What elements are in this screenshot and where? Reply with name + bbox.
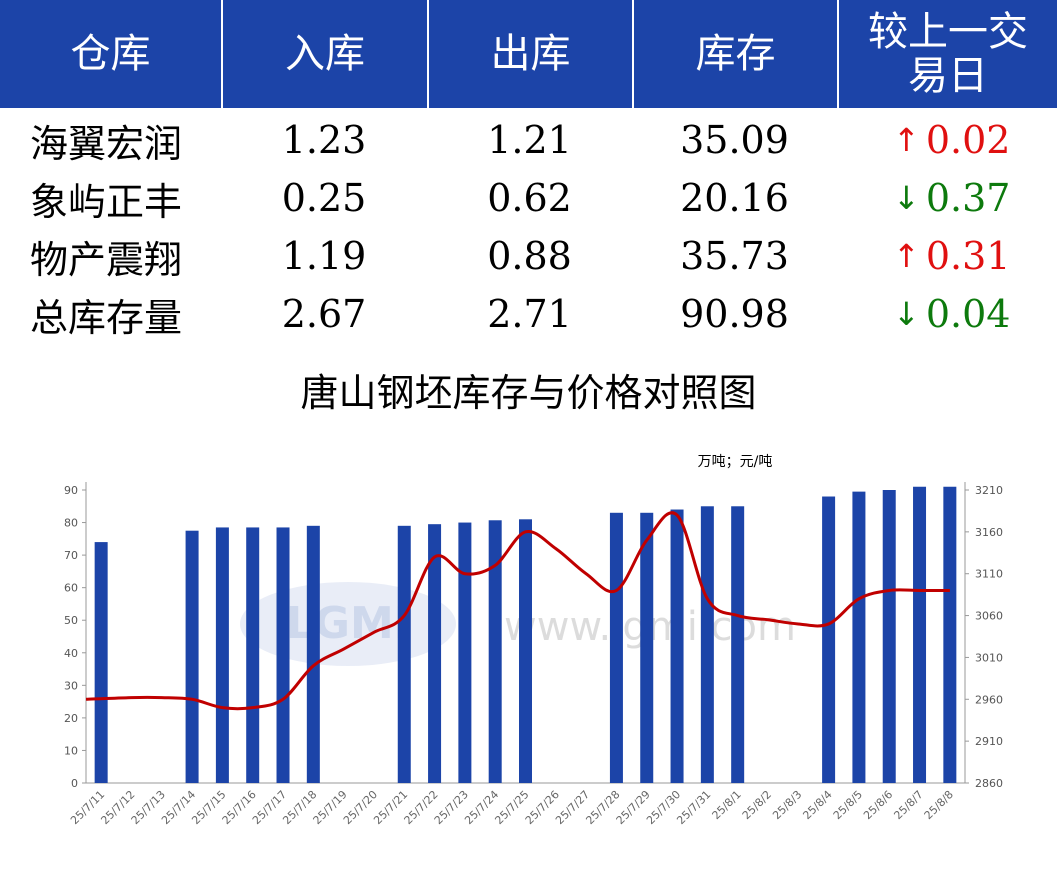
in-value: 0.25 — [281, 176, 367, 220]
change-value: 0.31 — [925, 234, 1011, 278]
left-tick-label: 80 — [64, 517, 78, 530]
inventory-bar — [913, 486, 927, 783]
change-cell: ↑ 0.02 — [0, 111, 1010, 169]
header-warehouse: 仓库 — [0, 0, 221, 108]
inventory-bar — [731, 506, 745, 783]
left-tick-label: 60 — [64, 582, 78, 595]
inventory-bar — [640, 512, 654, 783]
x-tick-label: 25/7/31 — [674, 788, 713, 827]
stock-value: 90.98 — [680, 292, 789, 336]
out-value: 0.88 — [487, 234, 572, 278]
header-change: 较上一交 易日 — [837, 0, 1057, 108]
arrow-down-icon: ↓ — [893, 295, 920, 333]
inventory-bar — [882, 490, 896, 783]
out-value: 1.21 — [487, 118, 572, 162]
right-tick-label: 3060 — [975, 610, 1003, 623]
inventory-bar — [94, 542, 108, 783]
change-cell: ↓ 0.04 — [0, 285, 1010, 343]
stock-value: 35.73 — [680, 234, 789, 278]
right-tick-label: 3010 — [975, 651, 1003, 664]
left-tick-label: 30 — [64, 679, 78, 692]
inventory-bar — [519, 519, 532, 783]
left-tick-label: 10 — [64, 744, 78, 757]
inventory-bar — [700, 506, 714, 783]
inventory-bar — [458, 522, 472, 783]
header-inbound: 入库 — [221, 0, 427, 108]
table-row: 象屿正丰 0.25 0.62 20.16 ↓ 0.37 — [0, 169, 1057, 227]
arrow-up-icon: ↑ — [893, 237, 920, 275]
inventory-bar — [822, 496, 836, 783]
change-cell: ↓ 0.37 — [0, 169, 1010, 227]
inventory-bar — [246, 527, 260, 783]
left-tick-label: 70 — [64, 549, 78, 562]
warehouse-name: 海翼宏润 — [30, 121, 183, 166]
left-tick-label: 50 — [64, 614, 78, 627]
right-tick-label: 3110 — [975, 568, 1003, 581]
right-tick-label: 2860 — [975, 777, 1003, 790]
warehouse-name: 物产震翔 — [30, 237, 183, 282]
x-tick-label: 25/8/6 — [861, 788, 895, 822]
table-row: 海翼宏润 1.23 1.21 35.09 ↑ 0.02 — [0, 111, 1057, 169]
in-value: 2.67 — [281, 292, 367, 336]
x-tick-label: 25/8/2 — [740, 788, 774, 822]
change-value: 0.04 — [925, 292, 1011, 336]
left-tick-label: 0 — [71, 777, 78, 790]
in-value: 1.23 — [281, 118, 367, 162]
inventory-bar — [215, 527, 229, 783]
right-tick-label: 3160 — [975, 526, 1003, 539]
inventory-bar — [943, 486, 957, 783]
right-tick-label: 2910 — [975, 735, 1003, 748]
inventory-bar — [276, 527, 290, 783]
unit-label: 万吨；元/吨 — [698, 454, 773, 470]
x-tick-label: 25/8/5 — [831, 788, 865, 822]
chart-panel: 唐山钢坯库存与价格对照图 LGMIwww.lgmi.com万吨；元/吨01020… — [0, 342, 1057, 895]
stock-value: 20.16 — [680, 176, 789, 220]
change-value: 0.02 — [925, 118, 1011, 162]
inventory-bar — [609, 512, 623, 783]
header-stock: 库存 — [632, 0, 837, 108]
x-tick-label: 25/8/7 — [891, 788, 925, 822]
x-tick-label: 25/8/4 — [800, 788, 834, 822]
price-line — [85, 511, 950, 711]
arrow-up-icon: ↑ — [893, 121, 920, 159]
right-tick-label: 3210 — [975, 484, 1003, 497]
arrow-down-icon: ↓ — [893, 179, 920, 217]
left-tick-label: 20 — [64, 712, 78, 725]
table-row: 总库存量 2.67 2.71 90.98 ↓ 0.04 — [0, 285, 1057, 343]
x-tick-label: 25/8/3 — [770, 788, 804, 822]
inventory-bar — [488, 520, 502, 783]
stock-value: 35.09 — [680, 118, 789, 162]
left-tick-label: 90 — [64, 484, 78, 497]
inventory-bar — [185, 530, 199, 783]
chart-svg: LGMIwww.lgmi.com万吨；元/吨010203040506070809… — [64, 454, 1003, 827]
inventory-bar — [670, 509, 684, 783]
warehouse-name: 总库存量 — [30, 295, 183, 340]
warehouse-name: 象屿正丰 — [30, 179, 183, 224]
out-value: 2.71 — [487, 292, 572, 336]
out-value: 0.62 — [487, 176, 572, 220]
inventory-bar — [852, 491, 866, 783]
change-cell: ↑ 0.31 — [0, 227, 1010, 285]
change-value: 0.37 — [925, 176, 1011, 220]
x-tick-label: 25/8/8 — [922, 788, 956, 822]
header-outbound: 出库 — [427, 0, 632, 108]
left-tick-label: 40 — [64, 647, 78, 660]
inventory-bar — [306, 525, 320, 783]
chart-title: 唐山钢坯库存与价格对照图 — [300, 371, 757, 415]
table-row: 物产震翔 1.19 0.88 35.73 ↑ 0.31 — [0, 227, 1057, 285]
x-tick-label: 25/8/1 — [710, 788, 744, 822]
in-value: 1.19 — [281, 234, 367, 278]
right-tick-label: 2960 — [975, 693, 1003, 706]
watermark-logo-text: LGMI — [286, 598, 410, 649]
inventory-bar — [428, 524, 442, 783]
inventory-bar — [397, 525, 411, 783]
